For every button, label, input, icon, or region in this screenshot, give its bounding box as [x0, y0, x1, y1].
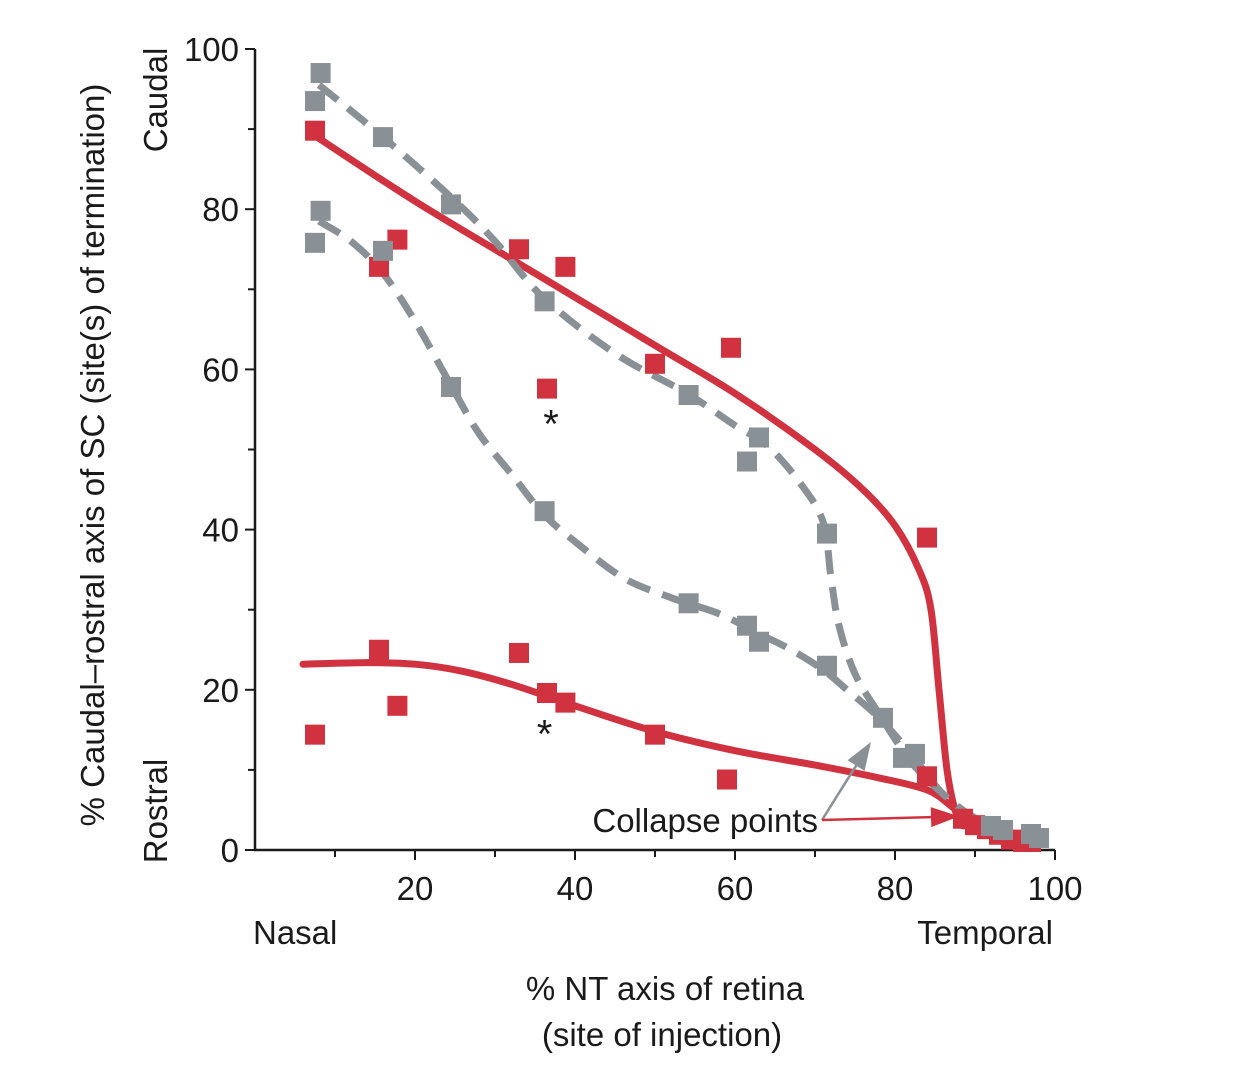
marker-red	[387, 695, 408, 716]
x-tick-label: 40	[557, 870, 594, 907]
marker-gray	[310, 200, 331, 221]
y-tick-label: 0	[221, 832, 239, 869]
marker-gray	[310, 63, 331, 84]
marker-gray	[905, 743, 925, 764]
x-ticks: 20 40 60 80 100	[334, 850, 1083, 907]
marker-gray	[749, 427, 769, 448]
fit-line-gray-2	[316, 82, 1032, 838]
y-tick-label: 100	[184, 31, 239, 68]
y-axis-label: % Caudal–rostral axis of SC (site(s) of …	[74, 84, 111, 827]
y-end-label-rostral: Rostral	[137, 759, 174, 864]
marker-red	[917, 527, 937, 548]
marker-red	[537, 378, 557, 399]
x-axis-label: % NT axis of retina	[526, 970, 805, 1007]
marker-gray	[373, 240, 393, 261]
marker-red	[717, 769, 737, 790]
x-end-label-temporal: Temporal	[917, 914, 1053, 951]
marker-red	[509, 239, 529, 260]
marker-gray	[678, 593, 699, 614]
fit-lines	[299, 82, 1032, 838]
collapse-arrow-red-shaft	[821, 815, 932, 822]
marker-gray	[817, 523, 837, 544]
fit-line-gray-3	[317, 218, 1032, 838]
marker-red	[645, 353, 665, 374]
x-tick-label: 80	[877, 870, 914, 907]
marker-gray	[817, 655, 837, 676]
collapse-arrow-red-head	[930, 807, 959, 828]
marker-red	[305, 724, 325, 745]
x-end-label-nasal: Nasal	[253, 914, 337, 951]
fit-line-red-0	[307, 129, 967, 830]
x-axis-sublabel: (site of injection)	[542, 1016, 782, 1053]
x-tick-label: 60	[717, 870, 754, 907]
marker-gray	[305, 91, 325, 112]
marker-gray	[534, 291, 555, 312]
marker-red	[305, 120, 325, 141]
marker-red	[721, 337, 741, 358]
marker-red	[555, 692, 576, 713]
marker-gray	[737, 451, 757, 472]
marker-red	[537, 683, 557, 704]
asterisk-marker: *	[537, 712, 553, 756]
marker-gray	[873, 707, 893, 728]
marker-red	[369, 639, 389, 660]
marker-gray	[441, 194, 461, 215]
marker-gray	[441, 377, 461, 398]
marker-red	[509, 642, 529, 663]
marker-gray	[678, 385, 699, 406]
x-tick-label: 100	[1027, 870, 1082, 907]
marker-red	[645, 724, 665, 745]
y-tick-label: 80	[202, 191, 239, 228]
y-tick-label: 60	[202, 351, 239, 388]
annotations: **	[537, 402, 959, 828]
y-tick-label: 40	[202, 512, 239, 549]
marker-red	[555, 256, 576, 277]
asterisk-marker: *	[543, 402, 559, 446]
y-end-label-caudal: Caudal	[137, 48, 174, 153]
marker-gray	[993, 819, 1013, 840]
fit-line-red-1	[299, 659, 971, 824]
marker-red	[369, 256, 389, 277]
collapse-arrow-gray-head	[847, 741, 871, 771]
marker-gray	[305, 232, 325, 253]
collapse-arrow-gray-shaft	[820, 764, 858, 821]
y-ticks: 0 20 40 60 80 100	[184, 31, 255, 869]
axes: 20 40 60 80 100 0 20 40 60 80 100	[184, 31, 1083, 907]
y-tick-label: 20	[202, 672, 239, 709]
marker-gray	[749, 631, 769, 652]
x-tick-label: 20	[397, 870, 434, 907]
collapse-points-label: Collapse points	[592, 802, 818, 839]
marker-gray	[534, 501, 555, 522]
marker-gray	[737, 615, 757, 636]
marker-gray	[373, 127, 393, 148]
marker-red	[917, 766, 937, 787]
data-markers	[305, 63, 1049, 852]
marker-gray	[1029, 827, 1049, 848]
